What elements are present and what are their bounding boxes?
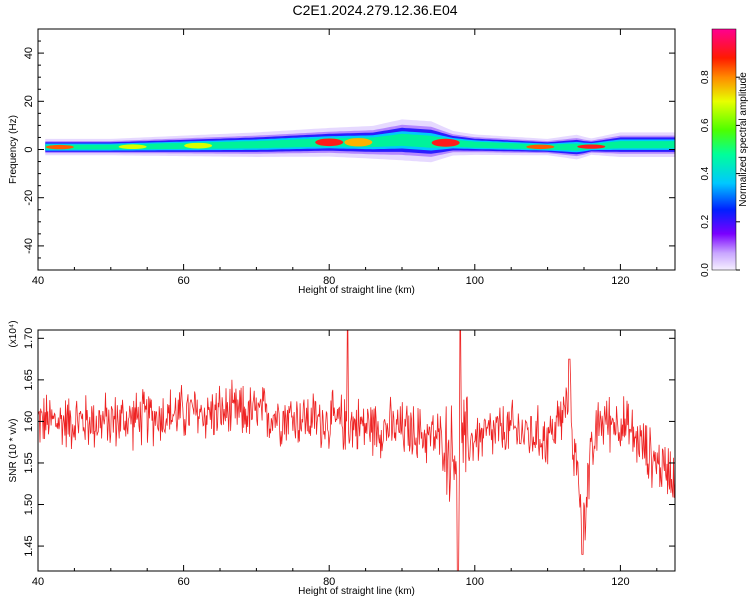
colorbar-gradient bbox=[711, 28, 737, 271]
band-peak bbox=[431, 138, 460, 147]
colorbar-tick-label: 0.4 bbox=[700, 166, 711, 180]
band-peak bbox=[45, 144, 74, 150]
snr-frame bbox=[37, 329, 676, 572]
spectrogram-x-axis-label: Height of straight line (km) bbox=[298, 285, 415, 296]
band-peak bbox=[118, 144, 147, 150]
band-peak bbox=[577, 144, 606, 149]
band-peak bbox=[344, 138, 373, 147]
band-peak bbox=[184, 142, 213, 149]
x-tick-label: 60 bbox=[177, 576, 189, 588]
x-tick-label: 100 bbox=[466, 275, 484, 287]
band-peak bbox=[315, 138, 344, 147]
snr-series-line bbox=[38, 330, 675, 571]
spectrogram-y-ticks: -40 -20 0 20 40 bbox=[23, 40, 675, 259]
colorbar-tick-label: 0.0 bbox=[700, 263, 711, 277]
y-tick-label: 0 bbox=[23, 146, 35, 152]
colorbar-ticks: 0.0 0.2 0.4 0.6 0.8 bbox=[700, 70, 740, 277]
snr-x-ticks: 40 60 80 100 120 bbox=[32, 330, 658, 588]
x-tick-label: 100 bbox=[466, 576, 484, 588]
spectrogram-y-axis-label: Frequency (Hz) bbox=[8, 115, 19, 184]
snr-y-ticks: 1.45 1.50 1.55 1.60 1.65 1.70 bbox=[23, 328, 675, 557]
y-tick-label: 1.65 bbox=[23, 369, 35, 390]
x-tick-label: 60 bbox=[177, 275, 189, 287]
x-tick-label: 120 bbox=[611, 576, 629, 588]
x-tick-label: 120 bbox=[611, 275, 629, 287]
x-tick-label: 80 bbox=[323, 576, 335, 588]
colorbar-tick-label: 0.8 bbox=[700, 70, 711, 84]
y-tick-label: 40 bbox=[23, 47, 35, 59]
figure-title: C2E1.2024.279.12.36.E04 bbox=[292, 2, 458, 18]
snr-panel: 40 60 80 100 120 1.45 1.50 1.55 1.60 1.65 1.70 He… bbox=[8, 320, 676, 597]
y-tick-label: -40 bbox=[23, 238, 35, 254]
colorbar-tick-label: 0.2 bbox=[700, 214, 711, 228]
y-tick-label: 1.55 bbox=[23, 452, 35, 473]
y-tick-label: 1.45 bbox=[23, 535, 35, 556]
snr-x-axis-label: Height of straight line (km) bbox=[298, 586, 415, 597]
y-tick-label: 1.70 bbox=[23, 328, 35, 349]
x-tick-label: 80 bbox=[323, 275, 335, 287]
colorbar: 0.0 0.2 0.4 0.6 0.8 Normalized spectral ampl… bbox=[700, 28, 749, 277]
x-tick-label: 40 bbox=[32, 275, 44, 287]
colorbar-label: Normalized spectral amplitude bbox=[738, 72, 749, 207]
x-tick-label: 40 bbox=[32, 576, 44, 588]
y-tick-label: 1.50 bbox=[23, 494, 35, 515]
spectrogram-band bbox=[45, 119, 676, 163]
band-peak bbox=[526, 144, 555, 150]
spectrogram-x-ticks: 40 60 80 100 120 bbox=[32, 29, 658, 287]
snr-y-multiplier: (x10⁴) bbox=[8, 320, 19, 347]
spectrogram-panel: 40 60 80 100 120 -40 -20 0 20 40 Height of strai… bbox=[8, 28, 676, 296]
colorbar-tick-label: 0.6 bbox=[700, 118, 711, 132]
y-tick-label: -20 bbox=[23, 190, 35, 206]
y-tick-label: 20 bbox=[23, 95, 35, 107]
snr-y-axis-label: SNR (10 * v/v) bbox=[8, 419, 19, 483]
y-tick-label: 1.60 bbox=[23, 411, 35, 432]
